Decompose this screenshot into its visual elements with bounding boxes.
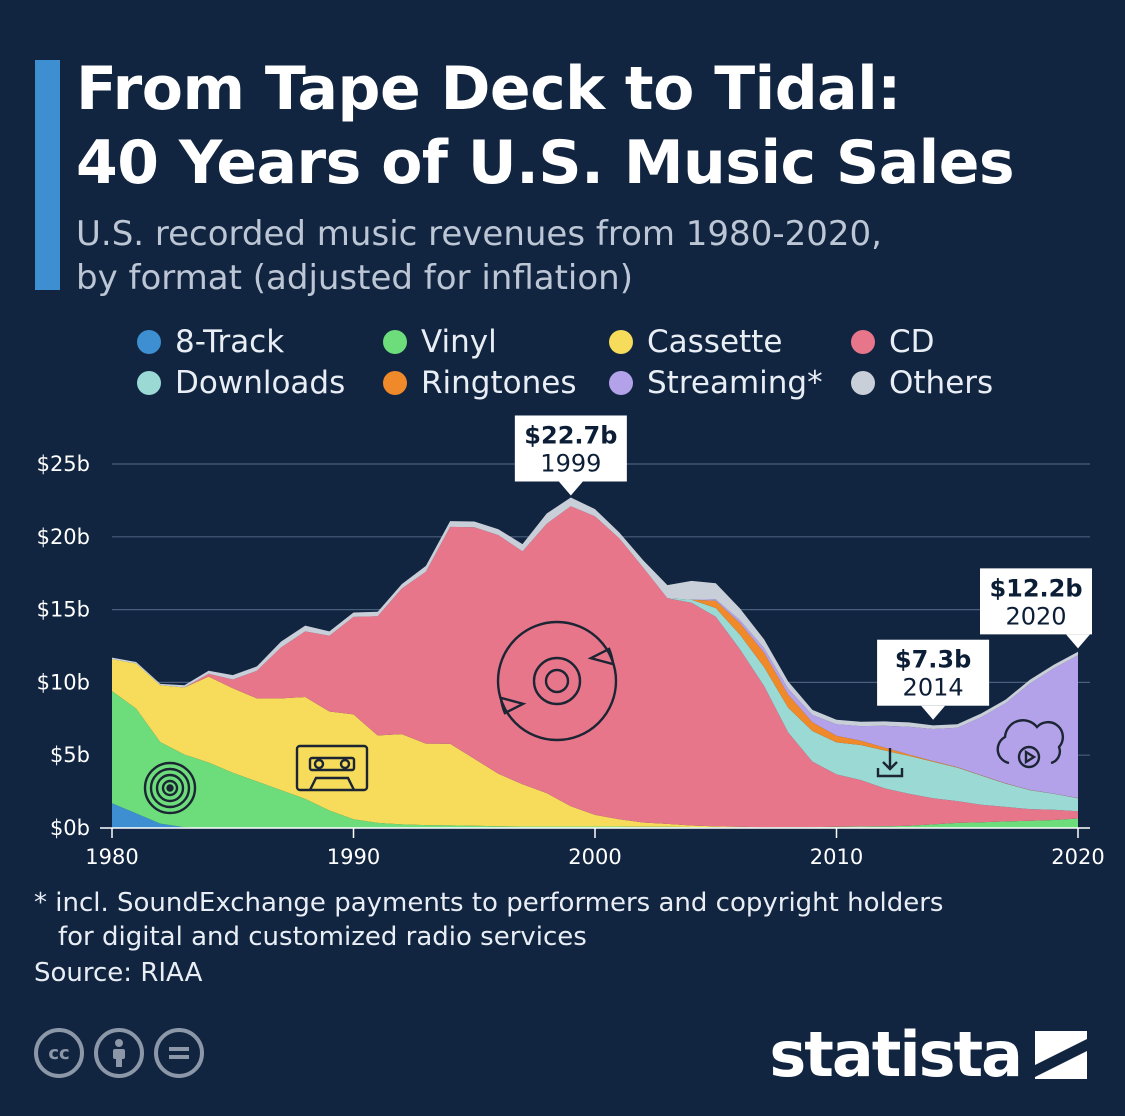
area-cd [112, 506, 1078, 828]
legend-label: 8-Track [175, 324, 285, 360]
y-tick-label: $10b [37, 670, 90, 694]
cassette-icon [295, 744, 369, 792]
area-vinyl [112, 691, 1078, 828]
legend-item-vinyl: Vinyl [383, 324, 497, 360]
subtitle-line-1: U.S. recorded music revenues from 1980-2… [76, 214, 882, 254]
download-icon [876, 748, 904, 778]
legend-item-others: Others [851, 365, 993, 401]
callout-year: 2020 [1005, 602, 1066, 630]
callout-box [980, 568, 1092, 635]
no-derivatives-icon[interactable] [154, 1028, 204, 1078]
callout-pointer [921, 705, 946, 720]
legend-dot [383, 371, 407, 395]
x-tick-label: 1990 [327, 845, 380, 869]
footnote-line-1: * incl. SoundExchange payments to perfor… [34, 888, 944, 918]
callout-year: 2014 [903, 674, 964, 702]
legend-dot [137, 330, 161, 354]
legend-label: Others [889, 365, 994, 401]
area-downloads [112, 506, 1078, 812]
vinyl-record-icon [143, 761, 197, 815]
area-series [112, 497, 1078, 828]
attribution-icon[interactable] [94, 1028, 144, 1078]
legend-label: Vinyl [421, 324, 497, 360]
y-tick-label: $5b [50, 743, 90, 767]
legend-dot [137, 371, 161, 395]
area-streaming [112, 506, 1078, 798]
legend-label: Streaming* [647, 365, 823, 401]
license-icons: cc [34, 1028, 204, 1078]
source-note: Source: RIAA [34, 958, 203, 988]
creative-commons-icon[interactable]: cc [34, 1028, 84, 1078]
axes: $0b $5b $10b $15b $20b $25b 1980 1990 2000 2010 20… [37, 452, 1105, 869]
legend-label: CD [889, 324, 935, 360]
legend-dot [851, 330, 875, 354]
subtitle-line-2: by format (adjusted for inflation) [76, 258, 633, 298]
callout-pointer [1066, 634, 1090, 649]
cd-icon [496, 620, 618, 742]
legend-item-downloads: Downloads [137, 365, 345, 401]
callout-pointer [558, 481, 583, 496]
callout-box [877, 639, 990, 706]
y-tick-label: $20b [37, 525, 90, 549]
title-accent-bar [35, 60, 60, 290]
x-tick-label: 2000 [568, 845, 621, 869]
legend-item-streaming: Streaming* [609, 365, 823, 401]
legend-label: Ringtones [421, 365, 577, 401]
title-line-2: 40 Years of U.S. Music Sales [76, 128, 1015, 198]
stacked-area-chart: $0b $5b $10b $15b $20b $25b 1980 1990 2000 2010 20… [37, 415, 1105, 869]
title-line-1: From Tape Deck to Tidal: [76, 54, 901, 124]
legend-item-cd: CD [851, 324, 935, 360]
legend-item-8-track: 8-Track [137, 324, 284, 360]
brand-wordmark: statista [769, 1018, 1023, 1091]
page-title: From Tape Deck to Tidal: 40 Years of U.S… [76, 52, 1015, 200]
legend-dot [851, 371, 875, 395]
legend-dot [609, 330, 633, 354]
legend-label: Downloads [175, 365, 346, 401]
statista-logo-icon [1035, 1030, 1087, 1079]
legend-dot [609, 371, 633, 395]
callout-value: $7.3b [895, 646, 971, 674]
callout-box [514, 415, 627, 482]
footnote-line-2: for digital and customized radio service… [58, 922, 587, 952]
subtitle: U.S. recorded music revenues from 1980-2… [76, 212, 882, 300]
y-tick-label: $15b [37, 598, 90, 622]
callout-value: $12.2b [989, 574, 1082, 602]
legend-item-cassette: Cassette [609, 324, 782, 360]
y-tick-label: $0b [50, 816, 90, 840]
callout-year: 1999 [540, 449, 601, 477]
y-tick-label: $25b [37, 452, 90, 476]
x-tick-label: 2020 [1051, 845, 1104, 869]
x-tick-label: 2010 [810, 845, 863, 869]
legend-dot [383, 330, 407, 354]
x-tick-label: 1980 [85, 845, 138, 869]
brand-logo: statista [769, 1018, 1091, 1091]
legend-label: Cassette [647, 324, 783, 360]
footnote: * incl. SoundExchange payments to perfor… [34, 886, 943, 954]
legend-item-ringtones: Ringtones [383, 365, 576, 401]
cloud-streaming-icon [996, 719, 1064, 769]
callout-value: $22.7b [524, 421, 617, 449]
area-cassette [112, 659, 1078, 828]
